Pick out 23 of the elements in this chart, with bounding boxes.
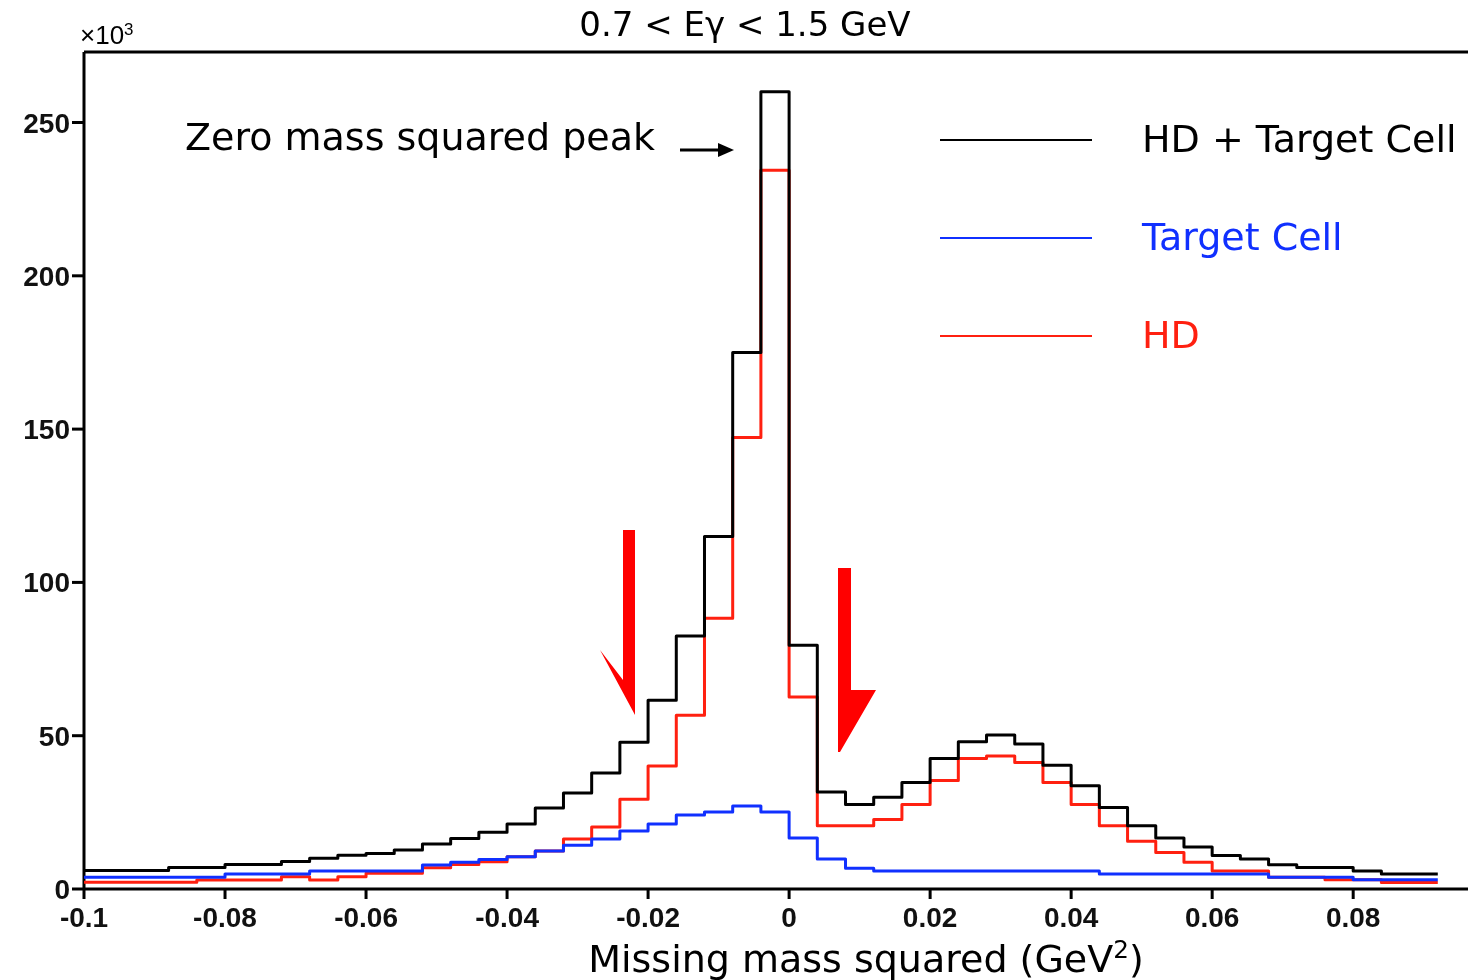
y-tick-label: 250 xyxy=(23,107,70,139)
x-tick-label: 0.08 xyxy=(1325,902,1381,933)
x-tick-label: -0.08 xyxy=(193,902,257,933)
x-tick-label: 0.04 xyxy=(1043,902,1099,933)
y-tick-label: 50 xyxy=(38,720,70,752)
y-tick-label: 200 xyxy=(23,260,70,292)
legend-label: HD + Target Cell xyxy=(1142,117,1457,161)
text: ×10$^{3}$ xyxy=(80,19,134,50)
x-tick-label: -0.02 xyxy=(616,902,680,933)
y-tick-label: 150 xyxy=(23,414,70,446)
x-tick-label: -0.04 xyxy=(475,902,540,933)
x-axis-title: Missing mass squared (GeV$^{2}$) xyxy=(588,934,1144,980)
legend-label: HD xyxy=(1142,313,1200,357)
x-tick-label: 0.06 xyxy=(1184,902,1240,933)
y-tick-label: 0 xyxy=(54,874,70,905)
annotation: Zero mass squared peak xyxy=(185,115,655,159)
x-tick-label: -0.06 xyxy=(334,902,398,933)
x-tick-label: 0 xyxy=(781,902,797,933)
x-tick-label: 0.02 xyxy=(902,902,958,933)
y-tick-label: 100 xyxy=(23,567,70,599)
x-tick-label: -0.1 xyxy=(59,902,109,933)
chart-title: 0.7 < Eγ < 1.5 GeV xyxy=(579,4,911,44)
legend-label: Target Cell xyxy=(1141,215,1343,259)
